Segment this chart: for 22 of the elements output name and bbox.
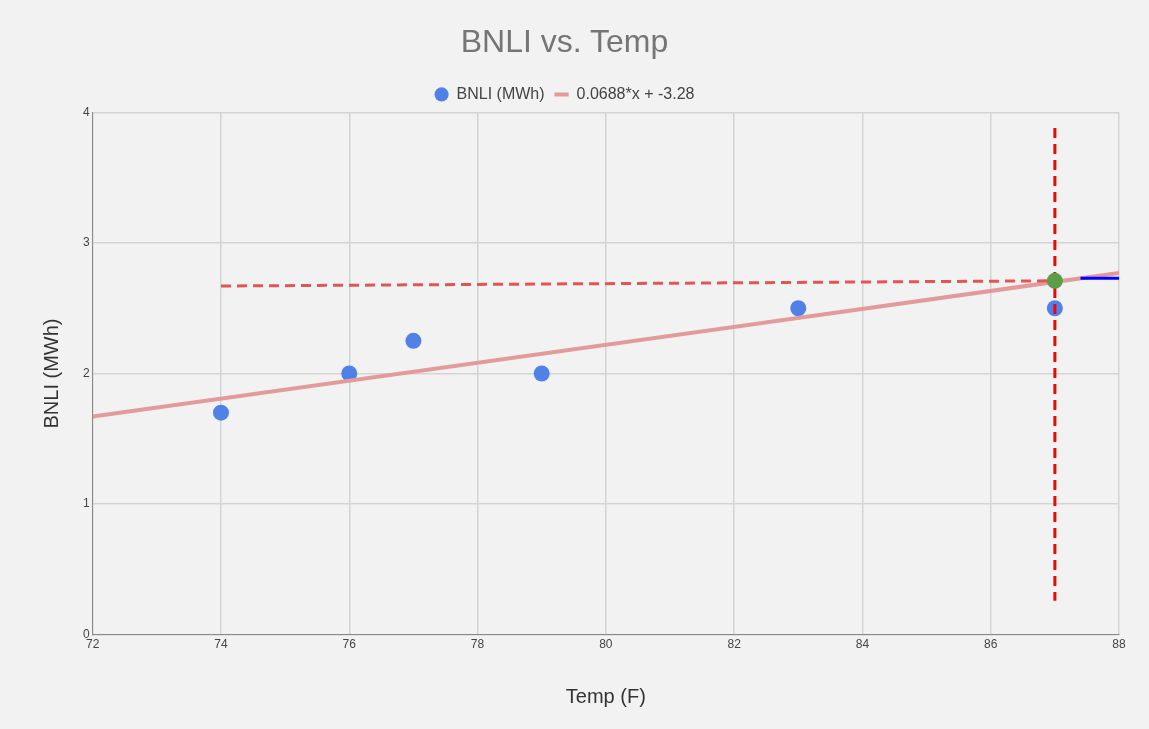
y-tick-label: 4 [82, 104, 90, 119]
legend-label: BNLI (MWh) [456, 84, 545, 102]
x-tick-label: 88 [1112, 637, 1126, 652]
x-tick-label: 76 [342, 637, 357, 652]
x-tick-label: 86 [984, 637, 998, 652]
legend-label: 0.0688*x + -3.28 [576, 84, 695, 102]
y-tick-label: 3 [82, 235, 90, 250]
point [1046, 272, 1063, 289]
x-tick-label: 80 [599, 637, 613, 652]
point [790, 300, 807, 317]
chart-title: BNLI vs. Temp [460, 23, 669, 60]
x-tick-label: 78 [470, 637, 485, 652]
y-axis-title: BNLI (MWh) [39, 318, 62, 429]
point [405, 332, 422, 349]
x-tick-label: 84 [855, 637, 870, 652]
point [533, 365, 550, 382]
x-axis-title: Temp (F) [565, 684, 646, 707]
x-tick-label: 74 [214, 637, 228, 652]
x-tick-label: 82 [727, 637, 742, 652]
y-tick-label: 2 [82, 365, 90, 380]
point [212, 404, 229, 421]
y-tick-label: 1 [82, 496, 90, 511]
